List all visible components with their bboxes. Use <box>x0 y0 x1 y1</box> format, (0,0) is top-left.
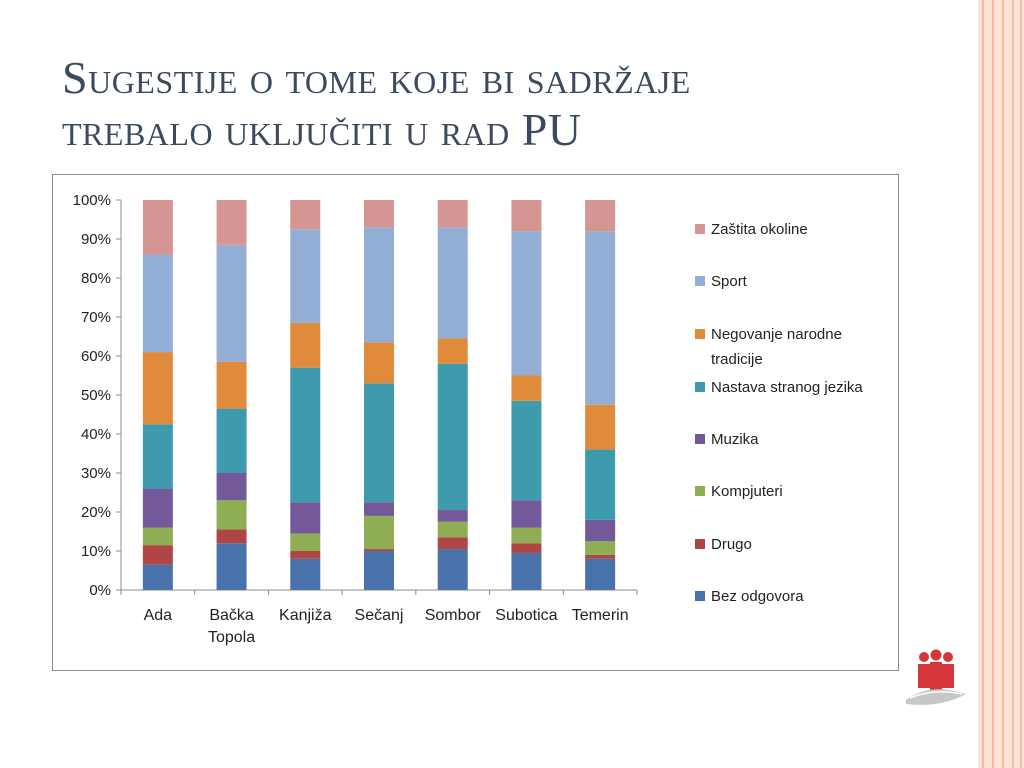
bar-segment <box>290 502 321 534</box>
legend-swatch <box>695 434 705 444</box>
slide-title-line-2: trebalo uključiti u rad PU <box>62 104 582 155</box>
bar-segment <box>142 488 173 528</box>
decorative-side-stripes <box>978 0 1024 768</box>
stacked-bar-chart: 0% 10% 20% 30% 40% 50% 60% 70% 80% 90% 100% Ada Bačk… <box>73 192 864 646</box>
legend-label: Nastava stranog jezika <box>711 379 863 396</box>
y-tick-label: 30% <box>81 465 111 482</box>
y-tick-label: 60% <box>81 348 111 365</box>
bar-segment <box>364 227 394 343</box>
bar-segment <box>437 537 468 550</box>
y-tick-label: 10% <box>81 543 111 560</box>
bar-segment <box>290 229 321 323</box>
bar-segment <box>585 404 616 450</box>
bar-segment <box>585 231 616 405</box>
x-tick-label: Sombor <box>425 607 482 624</box>
legend-swatch <box>695 224 705 234</box>
legend-swatch <box>695 276 705 286</box>
bar-segment <box>142 254 173 353</box>
bar-segment <box>216 408 247 473</box>
legend-label: Muzika <box>711 431 759 448</box>
bar-segment <box>142 352 173 425</box>
bar-segment <box>585 200 616 232</box>
bar-segment <box>290 533 321 551</box>
bar-segment <box>216 543 247 590</box>
bar-segment <box>437 510 468 522</box>
bar-segment <box>437 200 468 228</box>
bar-segment <box>511 400 542 501</box>
bar-segment <box>511 500 542 528</box>
bar-segment <box>142 564 173 590</box>
legend-label: Bez odgovora <box>711 588 804 605</box>
y-tick-label: 100% <box>73 192 111 209</box>
bar-segment <box>437 363 468 511</box>
legend-label: Kompjuteri <box>711 483 783 500</box>
bar-segment <box>142 200 173 255</box>
bar-segment <box>511 200 542 232</box>
y-tick-label: 70% <box>81 309 111 326</box>
bar-segment <box>364 200 394 228</box>
legend-label: Negovanje narodne <box>711 326 842 343</box>
x-tick-label: Topola <box>208 629 255 646</box>
legend-label: Zaštita okoline <box>711 221 808 238</box>
bar-segment <box>511 527 542 544</box>
y-tick-label: 50% <box>81 387 111 404</box>
slide-title: Sugestije o tome koje bi sadržaje trebal… <box>62 52 942 156</box>
bar-segment <box>437 549 468 590</box>
slide-title-line-1: Sugestije o tome koje bi sadržaje <box>62 52 691 103</box>
y-tick-label: 80% <box>81 270 111 287</box>
bar-segment <box>511 231 542 376</box>
bar-segment <box>437 227 468 339</box>
y-tick-label: 90% <box>81 231 111 248</box>
bar-segment <box>290 367 321 503</box>
bar-segment <box>585 519 616 542</box>
bar-segment <box>511 543 542 553</box>
y-tick-label: 20% <box>81 504 111 521</box>
x-tick-label: Kanjiža <box>279 607 332 624</box>
x-tick-label: Temerin <box>572 607 629 624</box>
bar-segment <box>216 200 247 245</box>
x-tick-label: Ada <box>144 607 173 624</box>
bar-segment <box>216 244 247 362</box>
legend-label: Drugo <box>711 536 752 553</box>
bar-segment <box>585 554 616 559</box>
bar-segment <box>437 338 468 364</box>
bar-segment <box>585 558 616 590</box>
y-tick-label: 40% <box>81 426 111 443</box>
bar-segment <box>511 375 542 401</box>
bar-segment <box>364 383 394 503</box>
bar-segment <box>142 527 173 546</box>
bar-segment <box>142 424 173 489</box>
legend-swatch <box>695 382 705 392</box>
y-tick-label: 0% <box>89 582 111 599</box>
legend-label: tradicije <box>711 351 763 368</box>
bar-segment <box>364 342 394 384</box>
legend-swatch <box>695 591 705 601</box>
bar-segment <box>290 558 321 590</box>
bar-segment <box>290 551 321 559</box>
bar-segment <box>216 473 247 501</box>
bar-segment <box>585 541 616 555</box>
bar-segment <box>364 502 394 516</box>
x-tick-label: Bačka <box>209 607 254 624</box>
bar-segment <box>511 552 542 590</box>
legend-swatch <box>695 539 705 549</box>
bar-segment <box>142 545 173 565</box>
bar-segment <box>290 322 321 368</box>
bar-segment <box>216 500 247 530</box>
legend-swatch <box>695 486 705 496</box>
bar-segment <box>364 515 394 550</box>
chart-frame: 0% 10% 20% 30% 40% 50% 60% 70% 80% 90% 100% Ada Bačk… <box>52 174 899 671</box>
bar-segment <box>585 449 616 520</box>
bar-segment <box>437 521 468 538</box>
bar-segment <box>216 529 247 544</box>
legend-label: Sport <box>711 273 748 290</box>
people-hand-logo-icon <box>906 649 966 705</box>
bar-segment <box>364 549 394 551</box>
bar-segment <box>290 200 321 230</box>
bar-segment <box>216 361 247 409</box>
bar-segment <box>364 551 394 590</box>
x-tick-label: Subotica <box>495 607 557 624</box>
legend-swatch <box>695 329 705 339</box>
x-tick-label: Sečanj <box>355 607 404 624</box>
